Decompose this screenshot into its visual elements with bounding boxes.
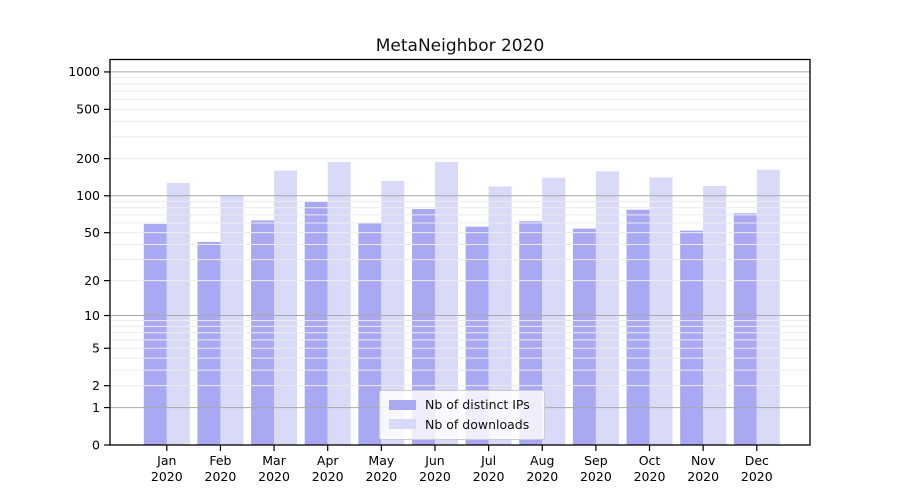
legend-swatch-downloads bbox=[389, 419, 416, 430]
bar-downloads-jan bbox=[166, 182, 190, 446]
y-tick-label: 0 bbox=[92, 437, 100, 452]
x-tick-label-year: 2020 bbox=[526, 469, 558, 484]
x-tick-label-month: Mar bbox=[262, 453, 286, 468]
legend-item-distinct-ips: Nb of distinct IPs bbox=[389, 397, 530, 413]
x-tick-label-month: Dec bbox=[745, 453, 769, 468]
x-tick-label-year: 2020 bbox=[419, 469, 451, 484]
bar-downloads-dec bbox=[756, 169, 780, 445]
y-tick-label: 20 bbox=[84, 273, 100, 288]
x-tick-label-month: Jan bbox=[156, 453, 176, 468]
bar-distinct-ips-sep bbox=[572, 228, 596, 445]
bar-downloads-oct bbox=[649, 177, 673, 445]
chart-title: MetaNeighbor 2020 bbox=[375, 36, 545, 56]
x-tick-label-month: Apr bbox=[317, 453, 339, 468]
y-tick-label: 2 bbox=[92, 378, 100, 393]
y-tick-label: 1000 bbox=[68, 64, 100, 79]
bar-distinct-ips-may bbox=[358, 223, 382, 445]
legend-item-downloads: Nb of downloads bbox=[389, 417, 530, 433]
x-tick-label-month: Oct bbox=[639, 453, 661, 468]
legend-label-distinct-ips: Nb of distinct IPs bbox=[425, 397, 530, 412]
y-tick-label: 10 bbox=[84, 308, 100, 323]
x-tick-label-month: Aug bbox=[530, 453, 554, 468]
x-tick-label-month: Feb bbox=[209, 453, 231, 468]
bar-downloads-apr bbox=[327, 161, 351, 445]
y-tick-label: 200 bbox=[76, 151, 100, 166]
legend-label-downloads: Nb of downloads bbox=[425, 416, 530, 432]
y-tick-label: 5 bbox=[92, 341, 100, 356]
x-tick-label-year: 2020 bbox=[205, 469, 237, 484]
y-tick-label: 500 bbox=[76, 102, 100, 117]
x-tick-label-year: 2020 bbox=[258, 469, 290, 484]
bar-distinct-ips-nov bbox=[680, 230, 704, 445]
x-tick-label-month: Jun bbox=[424, 453, 445, 468]
legend-swatch-distinct-ips bbox=[389, 399, 416, 410]
x-tick-label-year: 2020 bbox=[741, 469, 773, 484]
x-tick-label-year: 2020 bbox=[634, 469, 666, 484]
bar-distinct-ips-dec bbox=[733, 213, 757, 445]
y-tick-label: 100 bbox=[76, 188, 100, 203]
x-tick-label-year: 2020 bbox=[151, 469, 183, 484]
x-tick-label-month: Nov bbox=[691, 453, 716, 468]
bar-distinct-ips-oct bbox=[626, 209, 650, 445]
x-tick-label-year: 2020 bbox=[580, 469, 612, 484]
bar-downloads-may bbox=[381, 180, 405, 445]
y-tick-label: 50 bbox=[84, 225, 100, 240]
bar-downloads-aug bbox=[542, 177, 566, 445]
bar-downloads-sep bbox=[595, 171, 619, 445]
bar-distinct-ips-apr bbox=[304, 202, 328, 445]
x-tick-label-year: 2020 bbox=[473, 469, 505, 484]
legend: Nb of distinct IPs Nb of downloads bbox=[379, 390, 545, 441]
x-tick-label-year: 2020 bbox=[365, 469, 397, 484]
bar-downloads-mar bbox=[274, 170, 298, 445]
bar-downloads-feb bbox=[220, 195, 244, 445]
x-tick-label-year: 2020 bbox=[312, 469, 344, 484]
x-tick-label-month: May bbox=[368, 453, 394, 468]
bar-distinct-ips-jan bbox=[143, 223, 167, 445]
bar-distinct-ips-feb bbox=[197, 241, 221, 445]
x-tick-label-year: 2020 bbox=[687, 469, 719, 484]
x-tick-label-month: Sep bbox=[584, 453, 608, 468]
y-tick-label: 1 bbox=[92, 400, 100, 415]
plot-frame bbox=[109, 58, 811, 446]
x-tick-label-month: Jul bbox=[480, 453, 496, 468]
